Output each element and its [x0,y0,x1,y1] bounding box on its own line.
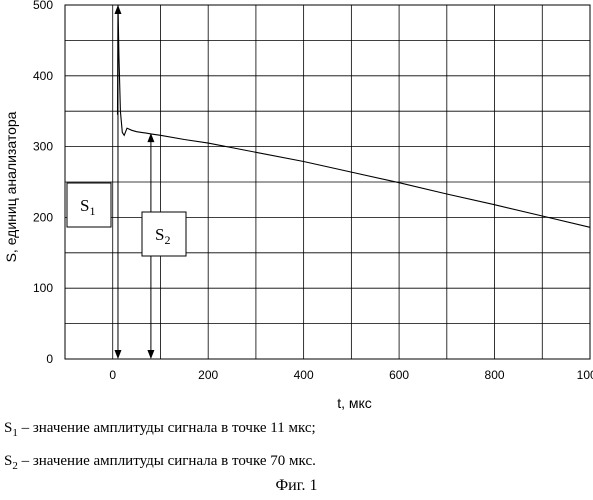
caption-s1: S1 – значение амплитуды сигнала в точке … [4,420,316,439]
y-tick-label: 500 [33,0,53,12]
x-tick-label: 400 [294,368,314,382]
y-tick-label: 100 [33,281,53,295]
arrow-head-down [147,350,154,359]
x-axis-ticks: 0 200 400 600 800 1000 [109,368,593,382]
x-tick-label: 800 [485,368,505,382]
x-axis-label: t, мкс [337,395,372,411]
signal-line [118,5,591,227]
y-tick-label: 400 [33,69,53,83]
caption-s2-text: – значение амплитуды сигнала в точке 70 … [18,453,316,469]
y-tick-label: 300 [33,140,53,154]
y-tick-label: 200 [33,210,53,224]
arrow-head-up [114,5,121,14]
x-tick-label: 0 [109,368,116,382]
x-tick-label: 1000 [577,368,593,382]
y-axis-label: S, единиц анализатора [3,111,19,262]
y-axis-ticks: 0 100 200 300 400 500 [33,0,53,366]
x-tick-label: 200 [198,368,218,382]
y-tick-label: 0 [46,352,53,366]
caption-s2: S2 – значение амплитуды сигнала в точке … [4,453,316,472]
x-tick-label: 600 [389,368,409,382]
arrow-head-down [114,350,121,359]
signal-chart: 02004006008001000 0100200300400500 S1S2 … [0,0,593,420]
annotation-s2: S2 [142,133,186,359]
chart-grid [65,5,590,359]
figure-label: Фиг. 1 [0,477,593,495]
caption-s1-text: – значение амплитуды сигнала в точке 11 … [18,420,316,436]
